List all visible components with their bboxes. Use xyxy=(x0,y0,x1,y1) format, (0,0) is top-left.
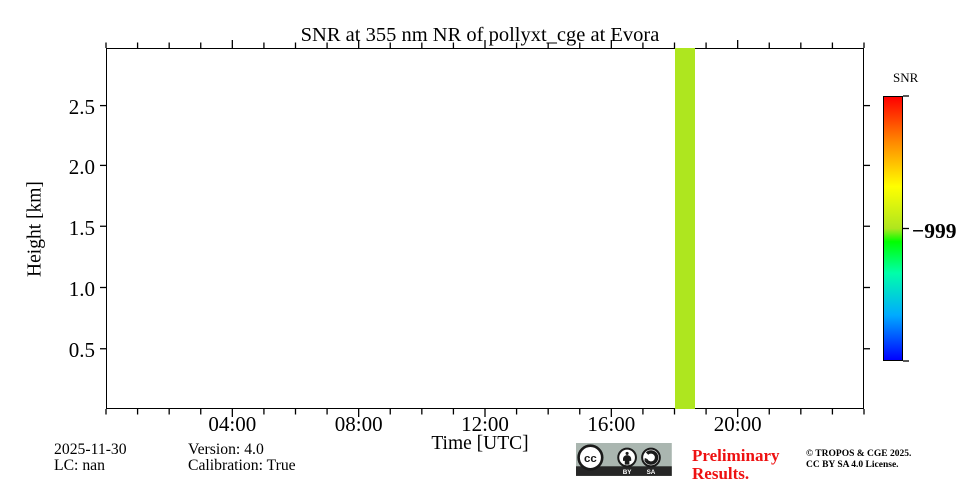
svg-text:cc: cc xyxy=(584,454,597,466)
svg-text:BY: BY xyxy=(623,470,633,477)
svg-text:SA: SA xyxy=(647,470,656,477)
